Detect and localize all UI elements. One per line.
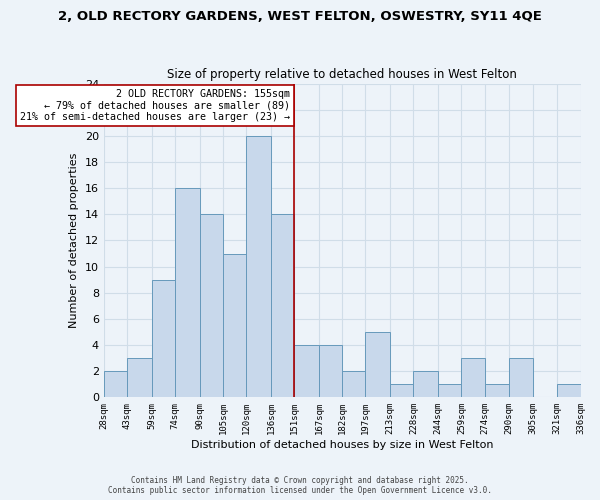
Title: Size of property relative to detached houses in West Felton: Size of property relative to detached ho… [167, 68, 517, 81]
Bar [152, 280, 175, 398]
Bar [485, 384, 509, 398]
Bar [294, 345, 319, 398]
Y-axis label: Number of detached properties: Number of detached properties [69, 153, 79, 328]
Bar [342, 371, 365, 398]
Bar [509, 358, 533, 398]
Bar [319, 345, 342, 398]
Bar [390, 384, 413, 398]
X-axis label: Distribution of detached houses by size in West Felton: Distribution of detached houses by size … [191, 440, 493, 450]
Bar [200, 214, 223, 398]
Bar [365, 332, 390, 398]
Text: Contains HM Land Registry data © Crown copyright and database right 2025.
Contai: Contains HM Land Registry data © Crown c… [108, 476, 492, 495]
Text: 2 OLD RECTORY GARDENS: 155sqm
← 79% of detached houses are smaller (89)
21% of s: 2 OLD RECTORY GARDENS: 155sqm ← 79% of d… [20, 89, 290, 122]
Bar [246, 136, 271, 398]
Bar [461, 358, 485, 398]
Bar [413, 371, 438, 398]
Bar [104, 371, 127, 398]
Text: 2, OLD RECTORY GARDENS, WEST FELTON, OSWESTRY, SY11 4QE: 2, OLD RECTORY GARDENS, WEST FELTON, OSW… [58, 10, 542, 23]
Bar [557, 384, 581, 398]
Bar [438, 384, 461, 398]
Bar [175, 188, 200, 398]
Bar [127, 358, 152, 398]
Bar [223, 254, 246, 398]
Bar [271, 214, 294, 398]
